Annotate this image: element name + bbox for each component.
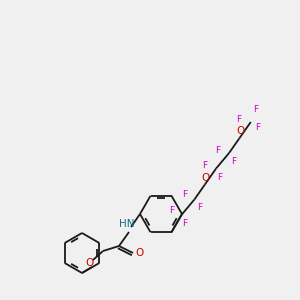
- Text: F: F: [182, 190, 187, 199]
- Text: F: F: [197, 203, 202, 212]
- Text: F: F: [253, 106, 258, 115]
- Text: F: F: [182, 219, 187, 228]
- Text: F: F: [218, 173, 223, 182]
- Text: F: F: [169, 206, 174, 215]
- Text: HN: HN: [119, 219, 135, 229]
- Text: F: F: [215, 146, 220, 154]
- Text: O: O: [202, 173, 210, 183]
- Text: F: F: [231, 157, 237, 166]
- Text: F: F: [236, 116, 242, 124]
- Text: O: O: [136, 248, 144, 258]
- Text: O: O: [236, 126, 244, 136]
- Text: F: F: [202, 161, 208, 170]
- Text: F: F: [255, 124, 260, 133]
- Text: O: O: [85, 258, 93, 268]
